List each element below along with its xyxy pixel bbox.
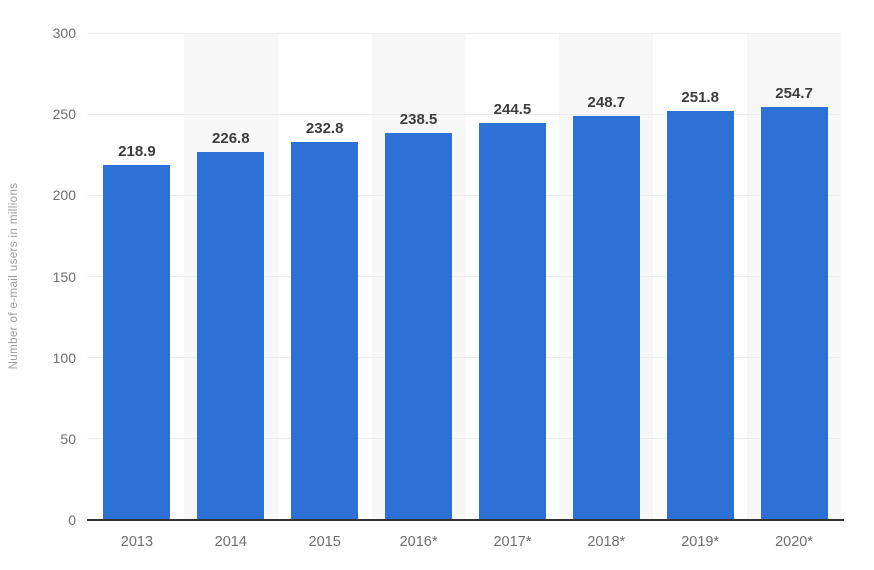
bar-2013[interactable] — [103, 164, 171, 520]
bar-2019[interactable] — [666, 111, 734, 520]
y-axis-tick-label: 200 — [52, 187, 76, 204]
gridline — [87, 194, 841, 196]
bar-2018[interactable] — [572, 116, 640, 520]
y-axis-tick-label: 0 — [68, 512, 76, 528]
x-axis-label: 2015 — [308, 534, 341, 550]
bar-value-label: 218.9 — [118, 142, 156, 160]
x-axis-label: 2014 — [214, 534, 247, 550]
x-axis-label: 2016* — [399, 534, 438, 550]
bar-value-label: 244.5 — [493, 101, 532, 119]
y-axis-tick-label: 50 — [60, 430, 76, 447]
x-axis-label: 2019* — [681, 534, 720, 550]
y-axis-tick-label: 250 — [52, 106, 76, 123]
bar-value-label: 248.7 — [587, 94, 626, 112]
bar-value-label: 254.7 — [775, 84, 813, 102]
y-axis-tick-label: 300 — [52, 25, 76, 41]
bar-value-label: 238.5 — [399, 110, 438, 128]
x-axis-label: 2018* — [587, 534, 626, 550]
x-axis-line — [87, 519, 844, 521]
gridline — [87, 113, 841, 115]
bar-value-label: 251.8 — [681, 89, 719, 107]
y-axis-tick-label: 150 — [52, 268, 76, 285]
x-axis-label: 2017* — [493, 534, 532, 550]
y-axis-title: Number of e-mail users in millions — [8, 182, 20, 370]
x-axis-label: 2020* — [775, 534, 814, 550]
y-axis-tick-label: 100 — [52, 349, 76, 366]
gridline — [87, 276, 841, 277]
x-axis-label: 2013 — [120, 534, 154, 550]
bar-2020[interactable] — [760, 106, 828, 520]
bar-value-label: 232.8 — [305, 120, 344, 138]
gridline — [87, 438, 841, 440]
bar-2017[interactable] — [478, 123, 546, 520]
bar-2014[interactable] — [197, 151, 265, 520]
bar-2016[interactable] — [385, 132, 453, 520]
gridline — [87, 357, 841, 359]
bar-2015[interactable] — [291, 142, 359, 520]
gridline — [87, 32, 841, 34]
bar-value-label: 226.8 — [212, 129, 250, 147]
